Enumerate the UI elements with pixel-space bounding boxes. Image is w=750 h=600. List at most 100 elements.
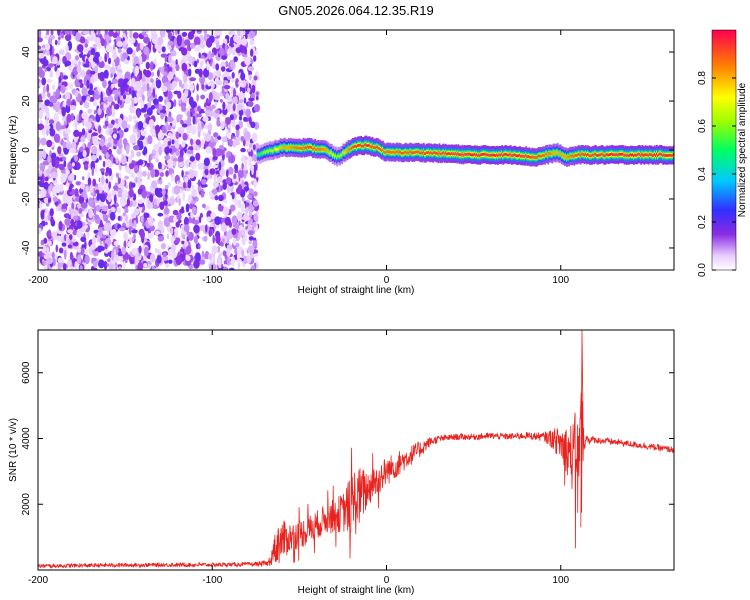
- track-cell: [392, 150, 395, 154]
- track-cell: [508, 153, 511, 157]
- top-y-axis-label: Frequency (Hz): [8, 116, 19, 185]
- noise-speckle: [102, 160, 106, 168]
- track-cell: [367, 144, 370, 147]
- noise-speckle: [136, 132, 141, 139]
- track-cell: [299, 147, 302, 150]
- noise-speckle: [217, 258, 222, 263]
- noise-speckle: [111, 61, 116, 68]
- track-cell: [292, 146, 294, 150]
- noise-speckle: [52, 56, 58, 65]
- noise-speckle: [205, 146, 212, 154]
- noise-speckle: [253, 104, 261, 113]
- track-cell: [460, 153, 463, 157]
- track-cell: [472, 153, 474, 157]
- track-cell: [319, 148, 322, 152]
- noise-speckle: [78, 196, 85, 204]
- noise-speckle: [195, 139, 201, 146]
- noise-speckle: [157, 69, 160, 77]
- noise-speckle: [165, 263, 169, 269]
- noise-speckle: [93, 109, 97, 115]
- noise-speckle: [247, 100, 254, 107]
- bottom-y-axis-label: SNR (10 * v/v): [8, 418, 19, 482]
- noise-speckle: [219, 145, 224, 150]
- track-cell: [466, 152, 469, 156]
- track-cell: [356, 145, 358, 149]
- noise-speckle: [100, 219, 103, 227]
- noise-speckle: [74, 122, 78, 131]
- noise-speckle: [149, 253, 156, 263]
- noise-speckle: [128, 218, 133, 227]
- track-cell: [625, 154, 628, 158]
- track-cell: [660, 152, 662, 156]
- noise-speckle: [100, 104, 104, 110]
- noise-speckle: [69, 105, 77, 111]
- noise-speckle: [223, 85, 231, 90]
- track-cell: [438, 150, 441, 154]
- noise-speckle: [218, 161, 222, 171]
- noise-speckle: [218, 149, 225, 156]
- noise-speckle: [158, 235, 165, 242]
- track-cell: [531, 155, 534, 159]
- noise-speckle: [43, 124, 51, 130]
- track-cell: [634, 153, 636, 157]
- track-cell: [323, 147, 326, 151]
- noise-speckle: [191, 206, 197, 215]
- noise-speckle: [64, 30, 70, 35]
- noise-speckle: [243, 186, 250, 192]
- noise-speckle: [124, 207, 129, 213]
- noise-speckle: [52, 84, 56, 90]
- track-cell: [315, 148, 317, 151]
- noise-speckle: [87, 89, 94, 96]
- noise-speckle: [249, 38, 255, 46]
- track-cell: [448, 152, 450, 155]
- noise-speckle: [77, 254, 81, 264]
- noise-speckle: [98, 259, 105, 269]
- noise-speckle: [208, 35, 215, 44]
- noise-speckle: [91, 166, 95, 177]
- noise-speckle: [249, 116, 252, 125]
- track-cell: [418, 151, 421, 154]
- noise-speckle: [183, 216, 189, 227]
- noise-speckle: [253, 200, 259, 207]
- noise-speckle: [211, 52, 215, 58]
- noise-speckle: [123, 232, 128, 241]
- noise-speckle: [106, 263, 110, 267]
- noise-speckle: [137, 176, 141, 184]
- noise-speckle: [216, 118, 221, 127]
- track-cell: [433, 151, 436, 154]
- track-cell: [369, 144, 372, 148]
- noise-speckle: [181, 62, 188, 72]
- track-cell: [510, 154, 513, 158]
- track-cell: [502, 154, 505, 158]
- track-cell: [649, 153, 652, 156]
- noise-speckle: [91, 132, 99, 137]
- noise-speckle: [201, 178, 207, 185]
- noise-speckle: [105, 152, 109, 161]
- noise-speckle: [154, 267, 161, 270]
- track-cell: [487, 153, 490, 157]
- track-cell: [655, 154, 657, 158]
- noise-speckle: [215, 109, 220, 114]
- noise-speckle: [98, 55, 103, 63]
- track-cell: [534, 156, 537, 159]
- noise-speckle: [159, 30, 166, 38]
- track-cell: [395, 150, 398, 153]
- noise-speckle: [137, 98, 143, 104]
- noise-speckle: [192, 138, 197, 143]
- track-cell: [322, 148, 325, 151]
- noise-speckle: [189, 162, 197, 169]
- track-cell: [371, 144, 374, 148]
- noise-speckle: [124, 214, 129, 222]
- track-cell: [601, 152, 604, 156]
- track-cell: [570, 154, 573, 158]
- noise-speckle: [218, 194, 224, 202]
- noise-speckle: [93, 93, 101, 100]
- track-cell: [428, 150, 430, 154]
- noise-speckle: [247, 230, 254, 236]
- noise-speckle: [226, 230, 234, 240]
- noise-speckle: [248, 30, 256, 39]
- noise-speckle: [90, 70, 96, 75]
- noise-speckle: [114, 103, 120, 110]
- track-cell: [439, 152, 442, 156]
